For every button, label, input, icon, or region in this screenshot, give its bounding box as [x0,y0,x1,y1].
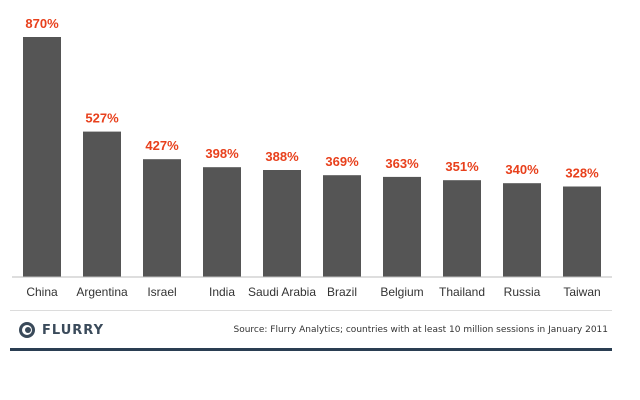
bar-chart: 870% 527% 427% 398% 388% 369% 363% 351% 340% 328%… [12,16,612,299]
footer-bottom-divider [10,348,612,351]
value-label-saudi-arabia: 388% [265,149,299,164]
bar-india [203,167,241,277]
bar-israel [143,159,181,277]
category-label-belgium: Belgium [380,285,423,299]
value-label-brazil: 369% [325,154,359,169]
value-label-india: 398% [205,146,239,161]
bar-russia [503,183,541,277]
flurry-logo: FLURRY [10,321,104,339]
category-label-saudi-arabia: Saudi Arabia [248,285,316,299]
value-label-belgium: 363% [385,156,419,171]
value-label-argentina: 527% [85,111,119,126]
bar-saudi-arabia [263,170,301,277]
flurry-logo-icon [19,322,35,338]
bar-brazil [323,175,361,277]
value-label-israel: 427% [145,138,179,153]
value-label-taiwan: 328% [565,166,599,181]
bar-thailand [443,180,481,277]
logo-text: FLURRY [42,322,104,338]
category-label-india: India [209,285,235,299]
footer: FLURRY Source: Flurry Analytics; countri… [10,311,612,349]
category-label-taiwan: Taiwan [563,285,600,299]
category-label-china: China [26,285,58,299]
category-labels-group: China Argentina Israel India Saudi Arabia Bra… [26,285,600,299]
category-label-russia: Russia [504,285,541,299]
footer-top-divider [10,310,612,311]
value-label-russia: 340% [505,162,539,177]
value-labels-group: 870% 527% 427% 398% 388% 369% 363% 351% 340% 328% [25,16,599,181]
bar-belgium [383,176,421,277]
bars-group [23,37,601,277]
value-label-china: 870% [25,16,59,31]
category-label-israel: Israel [147,285,176,299]
value-label-thailand: 351% [445,159,479,174]
bar-taiwan [563,186,601,277]
category-label-thailand: Thailand [439,285,485,299]
bar-china [23,37,61,277]
bar-argentina [83,131,121,277]
source-note: Source: Flurry Analytics; countries with… [233,325,608,335]
category-label-argentina: Argentina [76,285,128,299]
category-label-brazil: Brazil [327,285,357,299]
